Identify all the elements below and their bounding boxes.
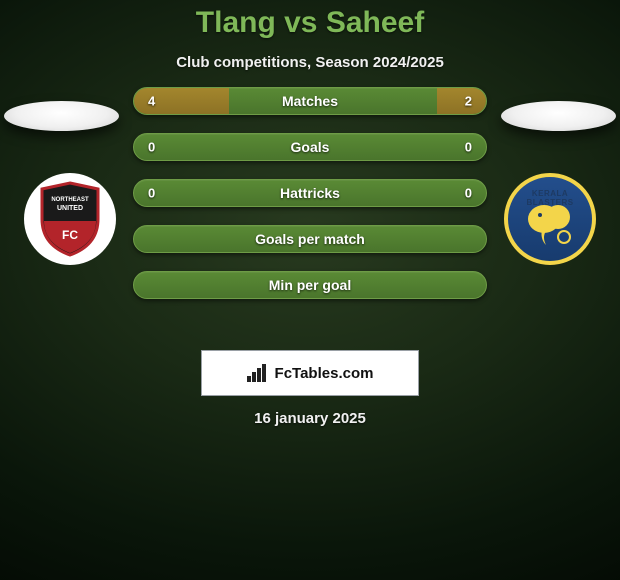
stat-value-left: 4 (148, 94, 155, 109)
shield-icon: NORTHEAST UNITED FC (36, 181, 104, 257)
stat-pill: Goals per match (133, 225, 487, 253)
page-subtitle: Club competitions, Season 2024/2025 (0, 54, 620, 71)
stat-label: Matches (282, 93, 338, 109)
svg-text:NORTHEAST: NORTHEAST (51, 197, 89, 203)
stat-value-right: 2 (465, 94, 472, 109)
player-disk-right (501, 101, 616, 131)
stat-pill-list: 4 2 Matches 0 0 Goals 0 0 Hattricks Goals per mat… (133, 87, 487, 317)
elephant-icon (524, 199, 576, 247)
stat-pill: 0 0 Goals (133, 133, 487, 161)
stat-pill: 4 2 Matches (133, 87, 487, 115)
stat-value-right: 0 (465, 140, 472, 155)
stat-pill: Min per goal (133, 271, 487, 299)
brand-text: FcTables.com (275, 365, 374, 382)
stat-value-left: 0 (148, 140, 155, 155)
club-badge-left: NORTHEAST UNITED FC (24, 173, 116, 265)
player-disk-left (4, 101, 119, 131)
bar-chart-icon (247, 364, 269, 382)
page-title: Tlang vs Saheef (0, 0, 620, 40)
stat-label: Goals per match (255, 231, 365, 247)
stat-label: Goals (291, 139, 330, 155)
svg-text:FC: FC (62, 228, 78, 242)
club-badge-right: KERALA BLASTERS (504, 173, 596, 265)
stat-label: Min per goal (269, 277, 351, 293)
brand-card: FcTables.com (201, 350, 419, 396)
svg-text:UNITED: UNITED (57, 205, 83, 212)
stat-pill: 0 0 Hattricks (133, 179, 487, 207)
stat-label: Hattricks (280, 185, 340, 201)
date-label: 16 january 2025 (254, 410, 366, 427)
stat-value-right: 0 (465, 186, 472, 201)
stat-fill-right (437, 88, 486, 114)
stat-value-left: 0 (148, 186, 155, 201)
